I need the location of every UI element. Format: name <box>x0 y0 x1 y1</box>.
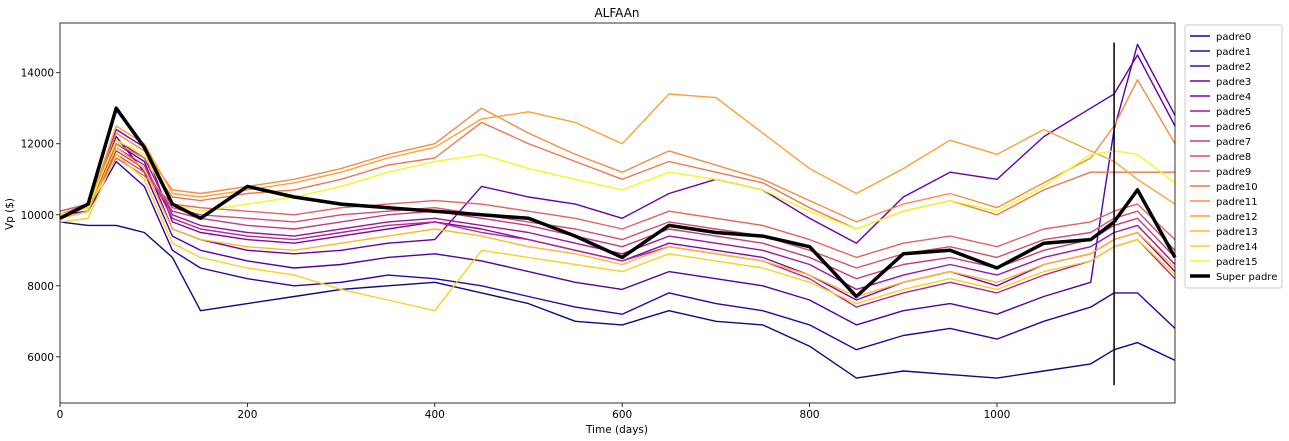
x-tick-label: 0 <box>57 409 64 421</box>
chart-title: ALFAAn <box>594 6 639 20</box>
series-line-15 <box>59 139 1176 230</box>
series-line-14 <box>59 153 1176 312</box>
legend-label: padre12 <box>1216 212 1258 223</box>
y-axis-label: Vp ($) <box>4 198 16 230</box>
y-tick-label: 14000 <box>21 68 54 80</box>
legend-box <box>1184 24 1283 289</box>
x-tick-label: 800 <box>800 409 820 421</box>
series-line-6 <box>59 146 1176 308</box>
legend-label: Super padre <box>1216 272 1277 283</box>
legend-label: padre6 <box>1216 122 1251 133</box>
legend: padre0 padre1 padre2 padre3 padre4 padre5 padr… <box>1184 24 1283 289</box>
plot-frame <box>59 22 1176 404</box>
series-line-11 <box>59 79 1176 223</box>
series-line-10 <box>59 121 1175 230</box>
series-line-12 <box>59 93 1176 216</box>
series-line-16 <box>59 106 1177 299</box>
legend-label: padre7 <box>1216 137 1251 148</box>
legend-label: padre2 <box>1216 62 1251 73</box>
x-tick-label: 600 <box>612 409 632 421</box>
plot-area <box>59 42 1177 386</box>
y-tick-label: 12000 <box>21 139 54 151</box>
legend-label: padre1 <box>1216 47 1251 58</box>
legend-label: padre11 <box>1216 197 1258 208</box>
x-axis: 0 200 400 600 800 1000 <box>57 403 1011 421</box>
series-line-5 <box>59 139 1176 291</box>
y-tick-label: 10000 <box>21 210 54 222</box>
legend-label: padre0 <box>1216 32 1251 43</box>
series-line-13 <box>59 146 1176 298</box>
series-line-3 <box>59 54 1176 255</box>
y-tick-label: 8000 <box>27 281 54 293</box>
legend-label: padre10 <box>1216 182 1258 193</box>
legend-label: padre15 <box>1216 257 1258 268</box>
x-axis-label: Time (days) <box>585 424 648 436</box>
x-tick-label: 400 <box>425 409 445 421</box>
legend-label: padre8 <box>1216 152 1251 163</box>
legend-label: padre14 <box>1216 242 1258 253</box>
y-axis: 6000 8000 10000 12000 14000 <box>21 68 60 364</box>
series-line-8 <box>59 153 1176 269</box>
series-line-1 <box>59 160 1176 351</box>
x-tick-label: 1000 <box>984 409 1011 421</box>
series-line-7 <box>59 150 1176 280</box>
legend-label: padre5 <box>1216 107 1251 118</box>
series-line-2 <box>59 43 1176 326</box>
legend-label: padre4 <box>1216 92 1251 103</box>
legend-label: padre3 <box>1216 77 1251 88</box>
series-line-0 <box>59 221 1176 379</box>
y-tick-label: 6000 <box>27 352 54 364</box>
x-tick-label: 200 <box>237 409 257 421</box>
legend-label: padre9 <box>1216 167 1251 178</box>
series-line-9 <box>59 157 1176 259</box>
legend-label: padre13 <box>1216 227 1258 238</box>
